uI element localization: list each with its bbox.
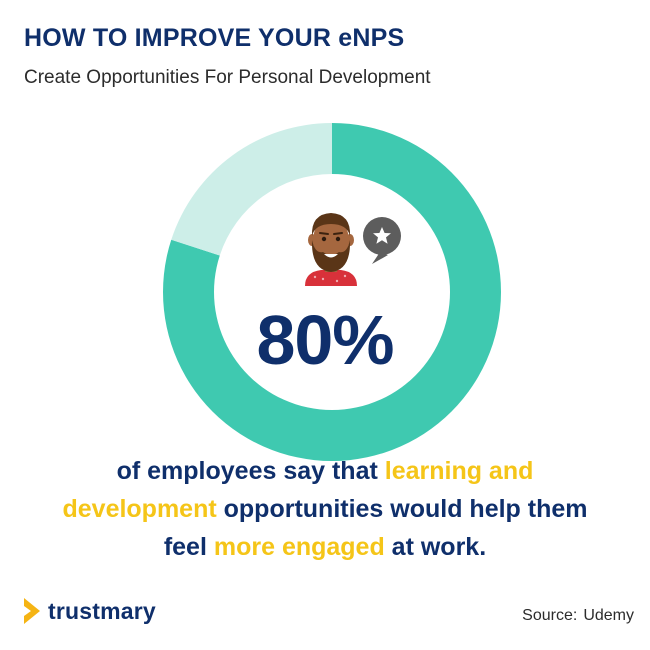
page-title: HOW TO IMPROVE YOUR eNPS [24, 24, 405, 52]
caption-part-1: of employees say that [116, 457, 385, 485]
caption-highlight-2: more engaged [213, 533, 385, 561]
trustmary-logo: trustmary [22, 597, 156, 625]
source-credit: Source: Udemy [522, 607, 634, 625]
bearded-man-icon [305, 213, 357, 286]
caption-part-3: at work. [384, 533, 487, 561]
source-label: Source: [522, 607, 578, 624]
caption-part-2: opportunities would help them feel [163, 495, 588, 561]
donut-chart [163, 123, 501, 461]
page-subtitle: Create Opportunities For Personal Develo… [24, 67, 431, 88]
caption-text: of employees say that learning and devel… [40, 452, 610, 566]
caption-highlight-1: learning and development [62, 457, 534, 523]
logo-text: trustmary [48, 597, 156, 624]
donut-slice-2 [171, 123, 332, 256]
source-value: Udemy [583, 607, 634, 624]
star-speech-bubble-icon [363, 217, 401, 264]
donut-center-value: 80% [256, 301, 394, 379]
trustmary-logo-icon [24, 598, 40, 624]
donut-slice-1 [163, 123, 501, 461]
